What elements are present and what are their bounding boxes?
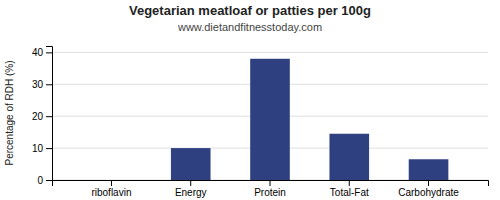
y-tick: 30 bbox=[32, 79, 52, 90]
x-tick: Energy bbox=[175, 180, 207, 198]
y-tick-mark bbox=[46, 116, 52, 117]
title: Vegetarian meatloaf or patties per 100g bbox=[129, 3, 371, 18]
subtitle: www.dietandfitnesstoday.com bbox=[177, 21, 322, 33]
bars bbox=[171, 59, 448, 180]
x-tick-label: Total-Fat bbox=[330, 187, 369, 198]
y-axis-line bbox=[46, 47, 53, 181]
y-tick: 0 bbox=[37, 175, 52, 186]
y-tick: 40 bbox=[32, 47, 52, 58]
chart-svg: Vegetarian meatloaf or patties per 100g w… bbox=[0, 0, 500, 200]
bar bbox=[409, 159, 449, 180]
y-tick-label: 20 bbox=[32, 111, 44, 122]
y-tick-mark bbox=[46, 52, 52, 53]
x-tick: Total-Fat bbox=[330, 180, 369, 198]
y-axis-title: Percentage of RDH (%) bbox=[4, 60, 15, 165]
bar bbox=[171, 148, 211, 180]
plot-area: 0 10 20 30 40 riboflavin Energy Protein Total-Fa… bbox=[32, 47, 489, 199]
y-tick-mark bbox=[46, 180, 52, 181]
x-tick-mark bbox=[190, 180, 191, 186]
y-tick-label: 40 bbox=[32, 47, 44, 58]
y-tick: 20 bbox=[32, 111, 52, 122]
bar bbox=[250, 59, 290, 180]
x-axis-line bbox=[53, 181, 489, 187]
y-tick-mark bbox=[46, 84, 52, 85]
x-tick: Protein bbox=[254, 180, 286, 198]
y-axis: 0 10 20 30 40 bbox=[32, 47, 53, 186]
y-tick-label: 10 bbox=[32, 143, 44, 154]
x-axis: riboflavin Energy Protein Total-Fat Carbohyd… bbox=[53, 180, 489, 198]
x-tick-label: riboflavin bbox=[91, 187, 131, 198]
x-tick-mark bbox=[111, 180, 112, 186]
y-tick-label: 30 bbox=[32, 79, 44, 90]
bar bbox=[92, 180, 132, 181]
grid bbox=[52, 52, 488, 180]
y-tick-label: 0 bbox=[37, 175, 43, 186]
bar bbox=[329, 134, 369, 180]
x-tick-label: Energy bbox=[175, 187, 207, 198]
y-tick: 10 bbox=[32, 143, 52, 154]
x-tick-label: Protein bbox=[254, 187, 286, 198]
x-tick-label: Carbohydrate bbox=[398, 187, 459, 198]
x-tick-mark bbox=[349, 180, 350, 186]
chart-container: Vegetarian meatloaf or patties per 100g w… bbox=[0, 0, 500, 200]
grid-line bbox=[52, 52, 488, 53]
x-tick-mark bbox=[270, 180, 271, 186]
x-tick: riboflavin bbox=[91, 180, 131, 198]
x-tick-mark bbox=[428, 180, 429, 186]
y-tick-mark bbox=[46, 148, 52, 149]
x-tick: Carbohydrate bbox=[398, 180, 459, 198]
